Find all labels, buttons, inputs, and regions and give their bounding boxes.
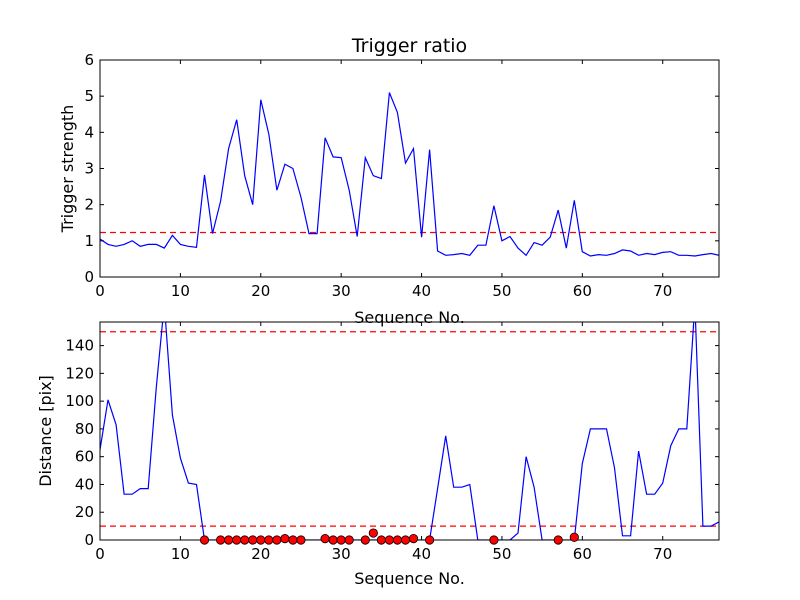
axis-ticks: 0 10 20 30 40 50 60 70 0 1 2 3 4 5 6 — [84, 51, 719, 300]
x-axis-label: Sequence No. — [354, 308, 465, 327]
y-axis-label: Distance [pix] — [36, 375, 55, 487]
plot-area — [100, 92, 719, 257]
x-tick-label: 20 — [251, 282, 270, 300]
data-marker — [288, 535, 298, 545]
y-tick-label: 2 — [84, 196, 94, 214]
y-tick-label: 40 — [75, 475, 94, 493]
series-line — [100, 322, 719, 540]
data-marker — [199, 535, 210, 545]
data-marker — [240, 535, 250, 545]
data-marker — [248, 535, 258, 545]
y-tick-label: 1 — [84, 232, 94, 250]
x-axis-label: Sequence No. — [354, 569, 465, 588]
data-marker — [264, 535, 274, 545]
chart-title: Trigger ratio — [351, 35, 467, 57]
x-tick-label: 30 — [332, 545, 351, 563]
axis-ticks: 0 10 20 30 40 50 60 70 0 20 40 60 80 100 120 140 — [65, 322, 719, 563]
x-tick-label: 50 — [492, 545, 511, 563]
y-tick-label: 5 — [84, 87, 94, 105]
series-line — [100, 92, 719, 257]
x-tick-label: 50 — [492, 282, 511, 300]
y-tick-label: 60 — [75, 448, 94, 466]
y-axis-label: Trigger strength — [58, 105, 77, 234]
x-tick-label: 70 — [653, 545, 672, 563]
data-marker — [320, 534, 330, 544]
data-marker — [569, 532, 579, 542]
data-marker — [392, 535, 403, 545]
x-tick-label: 10 — [171, 282, 190, 300]
data-marker — [344, 535, 354, 545]
data-marker — [376, 535, 386, 545]
data-marker — [368, 528, 378, 538]
axes-frame — [99, 59, 720, 278]
x-tick-label: 30 — [332, 282, 351, 300]
data-marker — [215, 535, 226, 545]
x-tick-label: 40 — [412, 545, 431, 563]
data-marker — [489, 535, 499, 545]
x-tick-label: 60 — [573, 545, 592, 563]
y-tick-label: 140 — [65, 337, 94, 355]
x-tick-label: 0 — [95, 282, 105, 300]
x-tick-label: 10 — [171, 545, 190, 563]
data-marker — [272, 535, 282, 545]
plot-area — [100, 322, 719, 540]
data-marker — [256, 535, 266, 545]
y-tick-label: 100 — [65, 392, 94, 410]
x-tick-label: 70 — [653, 282, 672, 300]
data-marker — [280, 534, 290, 544]
data-marker — [553, 535, 563, 545]
data-marker — [400, 535, 411, 545]
data-marker — [408, 534, 419, 544]
y-tick-label: 3 — [84, 160, 94, 178]
data-marker — [328, 535, 338, 545]
distance-chart: Distance [pix] Sequence No. 0 10 20 30 40 50 6… — [36, 321, 720, 588]
x-tick-label: 40 — [412, 282, 431, 300]
data-marker — [232, 535, 242, 545]
data-marker — [384, 535, 395, 545]
data-marker — [336, 535, 346, 545]
y-tick-label: 80 — [75, 420, 94, 438]
y-tick-label: 0 — [84, 268, 94, 286]
x-tick-label: 60 — [573, 282, 592, 300]
data-marker — [224, 535, 234, 545]
y-tick-label: 120 — [65, 364, 94, 382]
y-tick-label: 20 — [75, 503, 94, 521]
data-marker — [360, 535, 370, 545]
y-tick-label: 4 — [84, 123, 94, 141]
data-marker — [424, 535, 435, 545]
x-tick-label: 0 — [95, 545, 105, 563]
y-tick-label: 6 — [84, 51, 94, 69]
x-tick-label: 20 — [251, 545, 270, 563]
data-marker — [296, 535, 306, 545]
y-tick-label: 0 — [84, 531, 94, 549]
